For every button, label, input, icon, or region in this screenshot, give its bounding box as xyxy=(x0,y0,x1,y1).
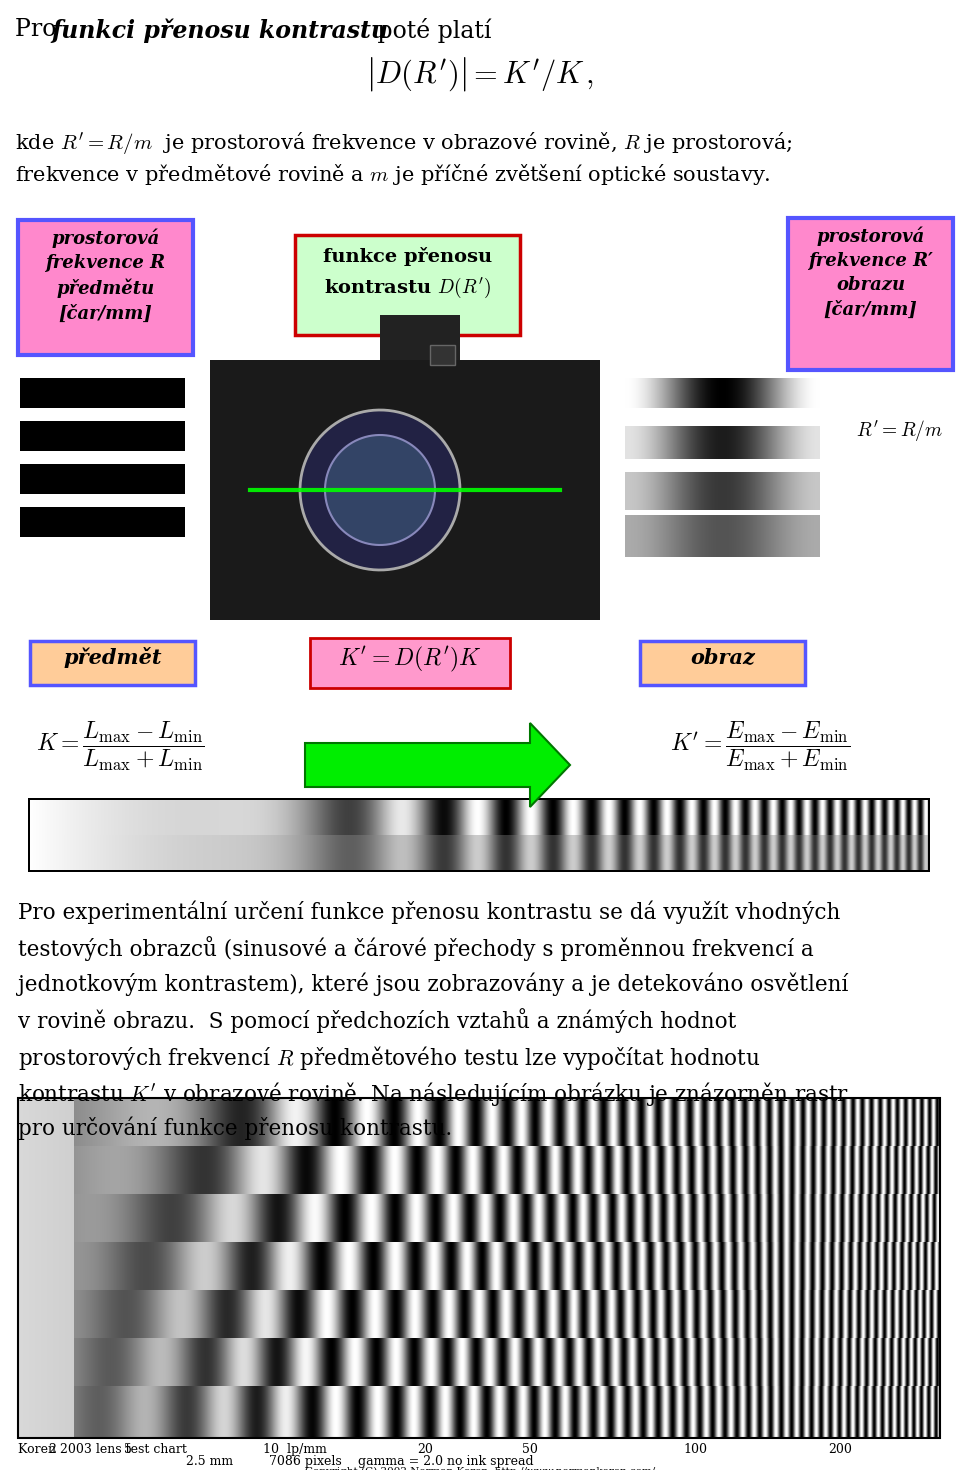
Polygon shape xyxy=(300,410,460,570)
Text: $K' = D(R')K$: $K' = D(R')K$ xyxy=(338,645,482,675)
Bar xyxy=(18,1098,940,1438)
Text: předmět: předmět xyxy=(63,647,161,667)
Text: Copyright (C) 2002 Norman Koren  http://www.normankoren.com/: Copyright (C) 2002 Norman Koren http://w… xyxy=(305,1467,655,1470)
Text: poté platí: poté platí xyxy=(370,18,492,43)
Bar xyxy=(295,235,520,335)
Text: testových obrazců (sinusové a čárové přechody s proměnnou frekvencí a: testových obrazců (sinusové a čárové pře… xyxy=(18,936,814,961)
Text: prostorových frekvencí $R$ předmětového testu lze vypočítat hodnotu: prostorových frekvencí $R$ předmětového … xyxy=(18,1044,760,1072)
Text: kontrastu $K'$ v obrazové rovině. Na následujícím obrázku je znázorněn rastr: kontrastu $K'$ v obrazové rovině. Na nás… xyxy=(18,1080,850,1108)
Bar xyxy=(20,420,185,451)
Bar xyxy=(380,315,460,360)
Text: $K = \dfrac{L_{\mathrm{max}} - L_{\mathrm{min}}}{L_{\mathrm{max}} + L_{\mathrm{m: $K = \dfrac{L_{\mathrm{max}} - L_{\mathr… xyxy=(36,720,204,773)
Bar xyxy=(310,638,510,688)
Text: gamma = 2.0: gamma = 2.0 xyxy=(357,1455,443,1469)
Text: prostorová
frekvence R
předmětu
[čar/mm]: prostorová frekvence R předmětu [čar/mm] xyxy=(45,228,165,323)
Text: 2.5 mm: 2.5 mm xyxy=(186,1455,233,1469)
Polygon shape xyxy=(325,435,435,545)
Bar xyxy=(788,218,953,370)
Text: obraz: obraz xyxy=(690,647,755,667)
Text: prostorová
frekvence R′
obrazu
[čar/mm]: prostorová frekvence R′ obrazu [čar/mm] xyxy=(808,226,933,319)
Text: $K' = \dfrac{E_{\mathrm{max}} - E_{\mathrm{min}}}{E_{\mathrm{max}} + E_{\mathrm{: $K' = \dfrac{E_{\mathrm{max}} - E_{\math… xyxy=(670,720,851,773)
Bar xyxy=(20,507,185,537)
Text: 5: 5 xyxy=(124,1444,132,1455)
Bar xyxy=(20,378,185,409)
Text: 2: 2 xyxy=(48,1444,56,1455)
Text: funkci přenosu kontrastu: funkci přenosu kontrastu xyxy=(51,18,388,43)
Bar xyxy=(18,220,193,354)
Text: frekvence v předmětové rovině a $m$ je příčné zvětšení optické soustavy.: frekvence v předmětové rovině a $m$ je p… xyxy=(15,162,771,187)
Text: Pro experimentální určení funkce přenosu kontrastu se dá využít vhodných: Pro experimentální určení funkce přenosu… xyxy=(18,900,840,923)
Bar xyxy=(640,641,805,685)
Text: no ink spread: no ink spread xyxy=(446,1455,534,1469)
Bar xyxy=(30,641,195,685)
Text: Koren 2003 lens test chart: Koren 2003 lens test chart xyxy=(18,1444,187,1455)
Polygon shape xyxy=(305,723,570,807)
Text: pro určování funkce přenosu kontrastu.: pro určování funkce přenosu kontrastu. xyxy=(18,1116,452,1139)
Text: funkce přenosu
kontrastu $D(R')$: funkce přenosu kontrastu $D(R')$ xyxy=(323,247,492,300)
Bar xyxy=(20,465,185,494)
Text: 20: 20 xyxy=(417,1444,433,1455)
Text: Pro: Pro xyxy=(15,18,64,41)
Text: $\left|D(R')\right| = K' / K\,,$: $\left|D(R')\right| = K' / K\,,$ xyxy=(366,54,594,93)
Text: 50: 50 xyxy=(522,1444,538,1455)
Text: 200: 200 xyxy=(828,1444,852,1455)
Text: 7086 pixels: 7086 pixels xyxy=(269,1455,342,1469)
Text: 10  lp/mm: 10 lp/mm xyxy=(263,1444,327,1455)
Bar xyxy=(210,360,600,620)
Text: kde $R' = R/m$  je prostorová frekvence v obrazové rovině, $R$ je prostorová;: kde $R' = R/m$ je prostorová frekvence v… xyxy=(15,129,793,156)
Text: v rovině obrazu.  S pomocí předchozích vztahů a známých hodnot: v rovině obrazu. S pomocí předchozích vz… xyxy=(18,1008,736,1033)
Text: jednotkovým kontrastem), které jsou zobrazovány a je detekováno osvětlení: jednotkovým kontrastem), které jsou zobr… xyxy=(18,972,849,995)
Bar xyxy=(430,345,455,365)
Text: $R' = R / m$: $R' = R / m$ xyxy=(856,417,944,442)
Text: 100: 100 xyxy=(683,1444,707,1455)
